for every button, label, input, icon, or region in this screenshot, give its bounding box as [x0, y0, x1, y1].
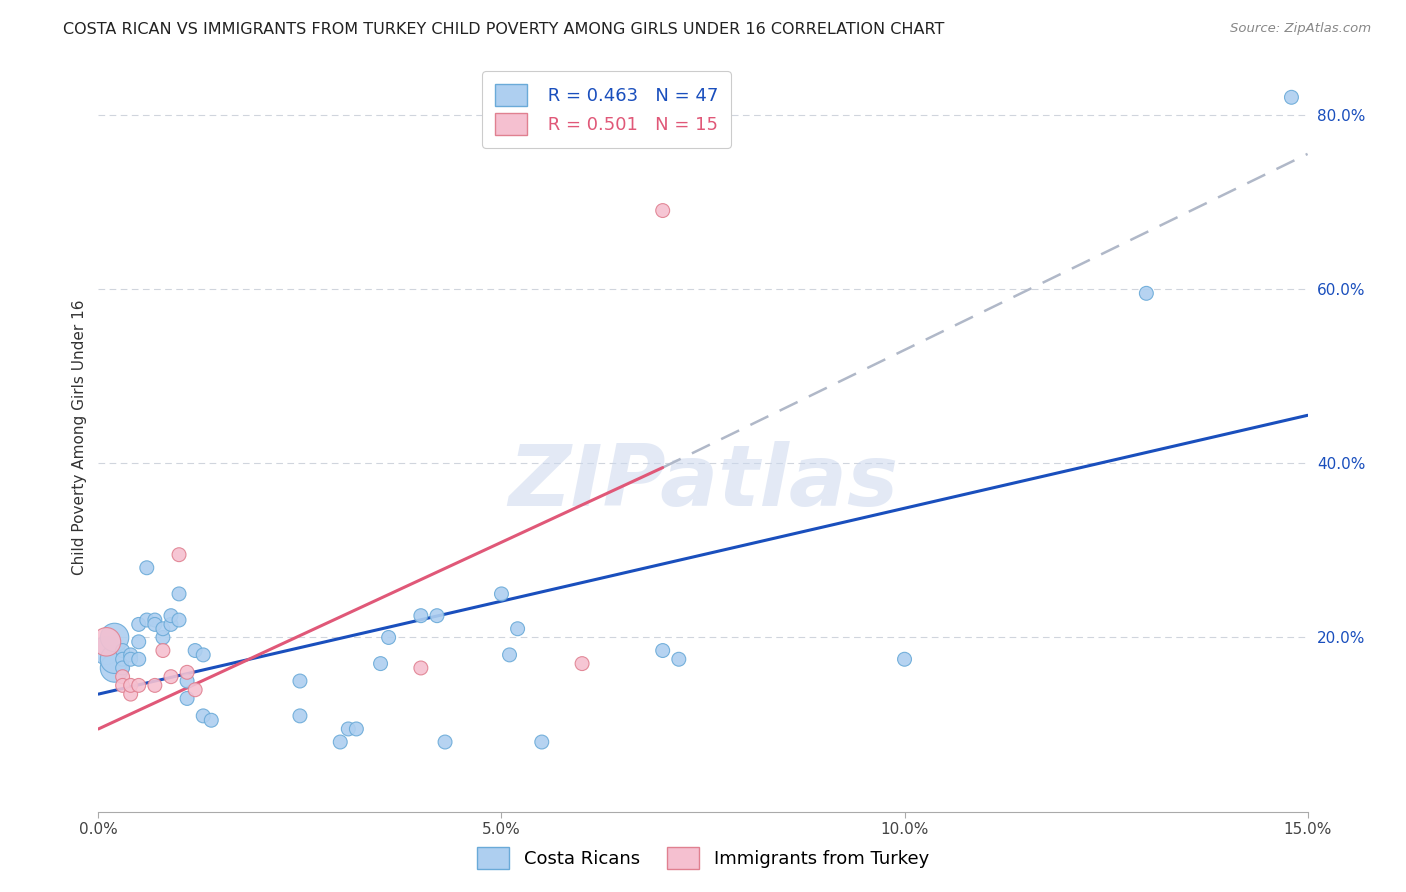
Point: [111, 678, 134, 692]
Point: [160, 608, 183, 623]
Point: [288, 673, 311, 688]
Point: [143, 617, 166, 632]
Point: [128, 617, 150, 632]
Point: [491, 587, 513, 601]
Point: [152, 622, 174, 636]
Point: [176, 691, 198, 706]
Point: [377, 631, 399, 645]
Point: [344, 722, 367, 736]
Point: [135, 561, 157, 575]
Point: [651, 643, 673, 657]
Y-axis label: Child Poverty Among Girls Under 16: Child Poverty Among Girls Under 16: [72, 300, 87, 574]
Point: [571, 657, 593, 671]
Point: [167, 548, 190, 562]
Point: [143, 613, 166, 627]
Point: [152, 643, 174, 657]
Point: [409, 661, 432, 675]
Point: [651, 203, 673, 218]
Point: [160, 670, 183, 684]
Point: [143, 678, 166, 692]
Point: [193, 709, 215, 723]
Legend: Costa Ricans, Immigrants from Turkey: Costa Ricans, Immigrants from Turkey: [468, 838, 938, 879]
Point: [96, 635, 118, 649]
Text: Source: ZipAtlas.com: Source: ZipAtlas.com: [1230, 22, 1371, 36]
Point: [1281, 90, 1303, 104]
Point: [152, 631, 174, 645]
Point: [120, 648, 142, 662]
Point: [167, 587, 190, 601]
Point: [103, 631, 125, 645]
Point: [409, 608, 432, 623]
Point: [103, 661, 125, 675]
Point: [96, 643, 118, 657]
Point: [506, 622, 529, 636]
Point: [1135, 286, 1157, 301]
Point: [184, 682, 207, 697]
Point: [128, 652, 150, 666]
Point: [176, 673, 198, 688]
Point: [135, 613, 157, 627]
Point: [111, 643, 134, 657]
Point: [530, 735, 553, 749]
Point: [103, 652, 125, 666]
Point: [426, 608, 449, 623]
Point: [200, 713, 222, 727]
Legend:  R = 0.463   N = 47,  R = 0.501   N = 15: R = 0.463 N = 47, R = 0.501 N = 15: [482, 71, 731, 148]
Point: [160, 617, 183, 632]
Point: [111, 652, 134, 666]
Point: [120, 678, 142, 692]
Point: [128, 678, 150, 692]
Point: [329, 735, 352, 749]
Point: [434, 735, 457, 749]
Point: [184, 643, 207, 657]
Text: ZIPatlas: ZIPatlas: [508, 441, 898, 524]
Point: [111, 661, 134, 675]
Point: [120, 652, 142, 666]
Point: [128, 635, 150, 649]
Point: [111, 670, 134, 684]
Text: COSTA RICAN VS IMMIGRANTS FROM TURKEY CHILD POVERTY AMONG GIRLS UNDER 16 CORRELA: COSTA RICAN VS IMMIGRANTS FROM TURKEY CH…: [63, 22, 945, 37]
Point: [120, 687, 142, 701]
Point: [498, 648, 520, 662]
Point: [337, 722, 360, 736]
Point: [167, 613, 190, 627]
Point: [668, 652, 690, 666]
Point: [288, 709, 311, 723]
Point: [370, 657, 392, 671]
Point: [176, 665, 198, 680]
Point: [893, 652, 915, 666]
Point: [193, 648, 215, 662]
